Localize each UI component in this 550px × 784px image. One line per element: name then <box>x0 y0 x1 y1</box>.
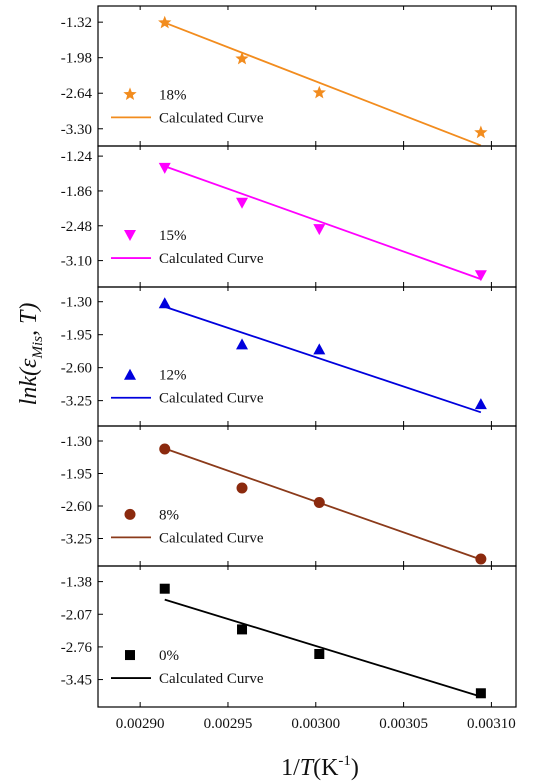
data-point <box>475 553 487 565</box>
y-tick-label: -1.30 <box>61 295 92 311</box>
panel-8pct: -1.30 -1.95 -2.60 -3.25 8% Calculated Curve <box>61 425 517 567</box>
x-axis-title: 1/T(K-1) <box>281 753 359 781</box>
data-point <box>313 224 326 236</box>
y-axis-title: lnk(εMis, T) <box>16 303 46 406</box>
y-tick-label: -2.64 <box>61 86 93 102</box>
data-point <box>158 15 172 29</box>
y-tick-label: -3.10 <box>61 254 92 270</box>
calculated-curve-line <box>164 598 482 698</box>
calculated-curve-line <box>164 165 482 280</box>
y-tick-label: -1.32 <box>61 15 92 31</box>
y-axis-title-ln: lnk( <box>16 366 42 405</box>
legend-label-series: 12% <box>159 368 187 384</box>
legend-marker <box>124 508 136 520</box>
legend-label-curve: Calculated Curve <box>159 110 264 126</box>
legend-marker <box>124 368 136 380</box>
y-tick-label: -1.95 <box>61 328 92 344</box>
legend-label-series: 18% <box>159 87 187 103</box>
x-axis-title-text: 1/T(K-1) <box>281 753 359 781</box>
data-point <box>236 197 249 209</box>
data-point <box>313 343 326 355</box>
data-point <box>159 583 170 594</box>
data-point <box>236 338 249 350</box>
x-axis-title-close: ) <box>351 755 359 781</box>
data-point <box>474 398 487 410</box>
legend-label-series: 15% <box>159 228 187 244</box>
x-axis-title-unit: (K <box>313 755 339 781</box>
panel-frame <box>97 565 517 708</box>
y-axis-title-rest: , T) <box>16 303 42 336</box>
legend-label-curve: Calculated Curve <box>159 671 264 687</box>
y-axis-title-eps: ε <box>16 358 42 368</box>
x-tick-label: 0.00290 <box>116 716 165 732</box>
y-tick-label: -3.25 <box>61 394 92 410</box>
calculated-curve-line <box>164 21 482 147</box>
y-tick-label: -2.76 <box>61 640 93 656</box>
data-point <box>474 270 487 282</box>
data-point <box>158 162 171 174</box>
x-axis-title-var: T <box>300 755 315 781</box>
y-tick-label: -2.07 <box>61 607 93 623</box>
legend-label-curve: Calculated Curve <box>159 251 264 267</box>
x-axis-title-prefix: 1/ <box>281 755 300 781</box>
legend-marker <box>125 650 135 661</box>
x-tick-label: 0.00295 <box>204 716 253 732</box>
legend-marker <box>124 230 136 242</box>
y-axis-title-text: lnk(εMis, T) <box>16 303 46 406</box>
legend-label-series: 8% <box>159 507 179 523</box>
y-tick-label: -2.48 <box>61 219 92 235</box>
y-tick-label: -1.24 <box>61 149 93 165</box>
data-point <box>158 297 171 309</box>
panel-12pct: -1.30 -1.95 -2.60 -3.25 12% Calculated Curve <box>61 286 517 427</box>
legend-marker <box>123 87 137 101</box>
y-tick-label: -1.38 <box>61 575 92 591</box>
y-tick-label: -1.98 <box>61 51 92 67</box>
calculated-curve-line <box>164 305 482 414</box>
panel-15pct: -1.24 -1.86 -2.48 -3.10 15% Calculated Curve <box>61 145 517 288</box>
y-tick-label: -2.60 <box>61 499 92 515</box>
y-tick-label: -3.25 <box>61 532 92 548</box>
data-point <box>314 649 325 660</box>
data-point <box>235 51 249 65</box>
x-axis: 0.00290 0.00295 0.00300 0.00305 0.00310 <box>116 716 516 732</box>
data-point <box>475 688 486 699</box>
x-tick-label: 0.00310 <box>467 716 516 732</box>
y-tick-label: -2.60 <box>61 361 92 377</box>
x-axis-title-sup: -1 <box>338 753 351 769</box>
data-point <box>236 482 248 494</box>
data-point <box>312 85 326 99</box>
y-tick-label: -3.45 <box>61 673 92 689</box>
legend-label-curve: Calculated Curve <box>159 391 264 407</box>
data-point <box>237 624 248 635</box>
x-tick-label: 0.00305 <box>379 716 428 732</box>
y-tick-label: -1.86 <box>61 184 93 200</box>
legend-label-curve: Calculated Curve <box>159 530 264 546</box>
data-point <box>159 443 171 455</box>
panel-18pct: -1.32 -1.98 -2.64 -3.30 18% Calculated Curve <box>61 5 517 147</box>
x-tick-label: 0.00300 <box>291 716 340 732</box>
y-tick-label: -1.95 <box>61 467 92 483</box>
data-point <box>313 497 325 508</box>
y-tick-label: -3.30 <box>61 122 92 138</box>
data-point <box>474 125 488 139</box>
panel-0pct: -1.38 -2.07 -2.76 -3.45 0% Calculated Curve <box>61 565 517 708</box>
y-tick-label: -1.30 <box>61 434 92 450</box>
legend-label-series: 0% <box>159 648 179 664</box>
y-axis-title-sub: Mis <box>30 336 46 360</box>
